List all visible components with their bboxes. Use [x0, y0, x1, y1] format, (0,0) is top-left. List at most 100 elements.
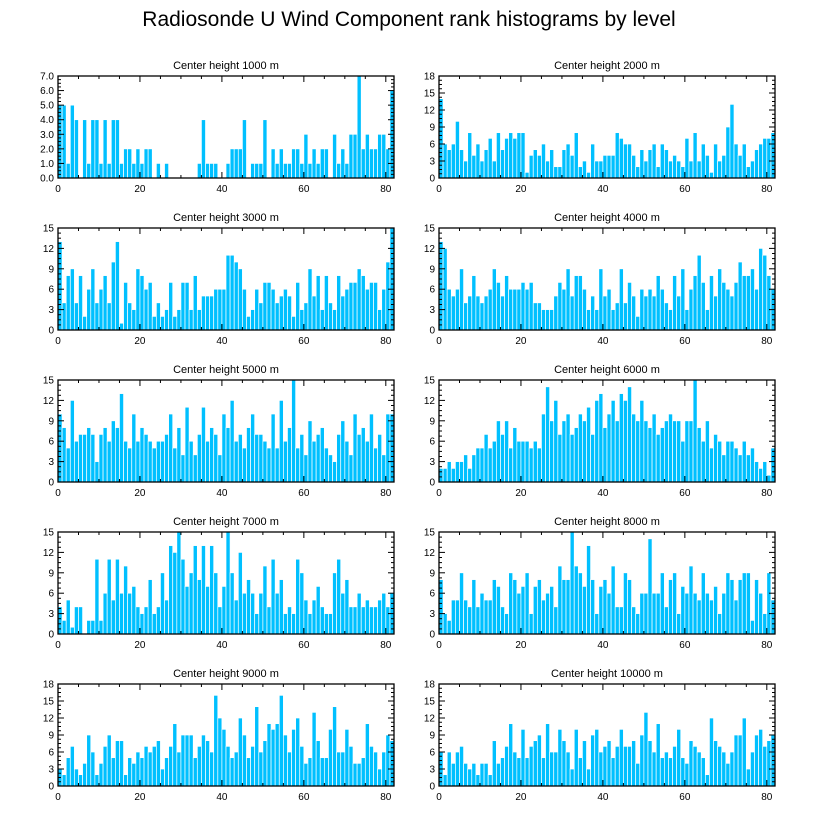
y-tick-label: 15: [424, 376, 436, 387]
x-tick-label: 60: [298, 792, 310, 803]
histogram-bar: [237, 552, 243, 635]
histogram-bar: [713, 740, 718, 787]
histogram-bar: [459, 149, 464, 179]
histogram-bar: [590, 734, 596, 787]
histogram-bar: [680, 166, 686, 179]
x-tick-label: 80: [761, 336, 773, 347]
x-tick-label: 0: [436, 640, 442, 651]
histogram-bar: [553, 751, 559, 787]
histogram-bar: [643, 295, 649, 331]
histogram-bar: [90, 620, 96, 635]
histogram-bar: [500, 149, 505, 179]
histogram-bar: [340, 420, 346, 483]
histogram-bar: [381, 592, 387, 635]
histogram-bar: [504, 275, 510, 331]
histogram-bar: [340, 592, 346, 635]
histogram-bar: [237, 148, 243, 179]
histogram-bar: [65, 275, 71, 331]
histogram-bar: [590, 295, 596, 331]
histogram-bar: [246, 427, 251, 483]
histogram-bar: [184, 282, 190, 331]
histogram-bar: [131, 163, 137, 179]
histogram-bar: [496, 282, 501, 331]
histogram-bar: [147, 282, 153, 331]
histogram-bar: [151, 447, 157, 483]
histogram-bar: [82, 434, 88, 483]
x-tick-label: 80: [380, 792, 392, 803]
histogram-bar: [586, 406, 591, 483]
y-tick-label: 6: [48, 285, 54, 296]
histogram-bar: [225, 745, 231, 787]
histogram-bar: [680, 268, 686, 331]
histogram-bar: [688, 160, 694, 179]
histogram-bar: [332, 706, 337, 787]
histogram-bar: [217, 288, 223, 331]
y-tick-label: 15: [43, 528, 55, 539]
y-tick-label: 4.0: [40, 115, 54, 126]
histogram-bar: [594, 613, 600, 635]
histogram-bar: [74, 768, 79, 787]
histogram-bar: [569, 434, 575, 483]
histogram-bar: [586, 545, 591, 635]
x-tick-label: 60: [298, 184, 310, 195]
histogram-bar: [164, 434, 169, 483]
histogram-bar: [369, 282, 374, 331]
histogram-bar: [61, 774, 67, 787]
histogram-bar: [311, 148, 317, 179]
histogram-bar: [135, 751, 141, 787]
histogram-bar: [618, 728, 624, 787]
histogram-bar: [364, 599, 370, 635]
y-tick-label: 0.0: [40, 174, 54, 185]
histogram-bar: [295, 717, 301, 787]
histogram-bar: [74, 302, 79, 331]
histogram-bar: [283, 734, 288, 787]
x-tick-label: 0: [436, 488, 442, 499]
y-tick-label: 9: [429, 568, 435, 579]
histogram-bar: [614, 606, 620, 635]
histogram-bar: [700, 757, 706, 787]
histogram-bar: [754, 734, 759, 787]
histogram-bar: [168, 545, 174, 635]
y-tick-label: 12: [43, 714, 55, 725]
histogram-bar: [233, 599, 239, 635]
histogram-bar: [541, 309, 546, 331]
histogram-bar: [340, 148, 346, 179]
y-tick-label: 15: [43, 376, 55, 387]
histogram-bar: [332, 461, 337, 483]
histogram-bar: [713, 295, 718, 331]
y-tick-label: 1.0: [40, 159, 54, 170]
histogram-bar: [291, 316, 297, 331]
histogram-bar: [536, 447, 542, 483]
x-tick-label: 20: [134, 184, 146, 195]
x-tick-label: 40: [216, 488, 228, 499]
histogram-bar: [319, 148, 325, 179]
histogram-bar: [303, 599, 309, 635]
histogram-bar: [373, 606, 378, 635]
histogram-bar: [483, 599, 489, 635]
y-tick-label: 0: [48, 782, 54, 793]
histogram-bar: [655, 166, 661, 179]
histogram-bar: [303, 762, 309, 787]
histogram-bar: [262, 565, 268, 635]
y-tick-label: 3: [48, 457, 54, 468]
histogram-bar: [655, 275, 661, 331]
histogram-bar: [221, 728, 227, 787]
histogram-bar: [512, 751, 518, 787]
histogram-bar: [110, 599, 116, 635]
histogram-panel-9: Center height 10000 m 0 3 6 9 12 15 18 0 20 40 60 80: [424, 668, 776, 803]
histogram-bar: [86, 163, 92, 179]
histogram-bar: [94, 774, 100, 787]
histogram-bar: [692, 379, 698, 483]
x-tick-label: 20: [134, 336, 146, 347]
histogram-bar: [307, 163, 313, 179]
histogram-bar: [721, 592, 727, 635]
histogram-bar: [192, 454, 198, 483]
histogram-bar: [147, 579, 153, 635]
histogram-bar: [299, 434, 305, 483]
histogram-bar: [700, 572, 706, 635]
histogram-bar: [98, 434, 104, 483]
histogram-bar: [655, 592, 661, 635]
histogram-bar: [606, 288, 612, 331]
histogram-bar: [512, 579, 518, 635]
histogram-bar: [225, 427, 231, 483]
